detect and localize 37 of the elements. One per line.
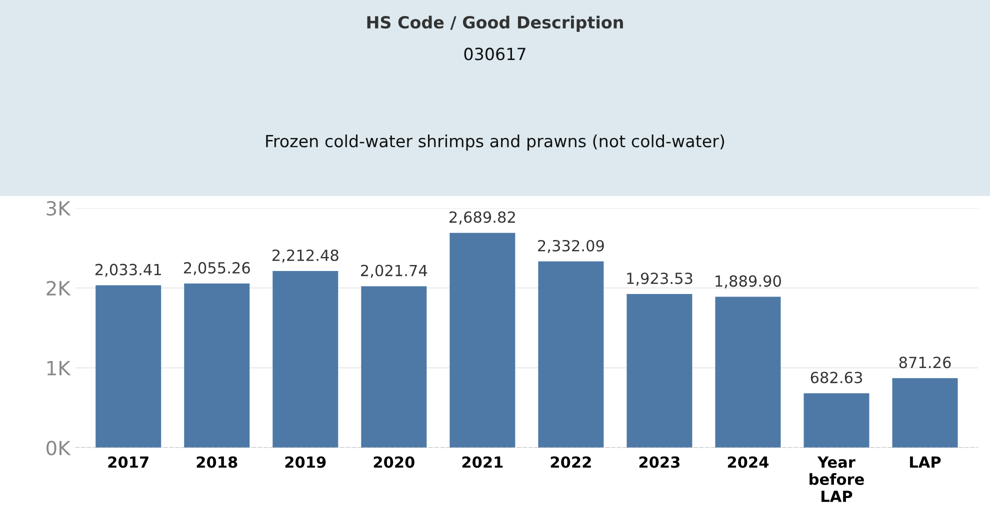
x-tick-label: LAP (910, 456, 941, 468)
data-label: 1,923.53 (627, 272, 692, 286)
bar (361, 286, 427, 448)
data-label: 2,212.48 (272, 249, 338, 263)
data-label: 682.63 (810, 372, 862, 384)
x-tick-label: 2024 (728, 456, 769, 468)
bar (96, 285, 162, 448)
bar (272, 270, 338, 448)
y-tick-label: 0K (46, 440, 71, 456)
bar (450, 232, 516, 448)
x-tick-label: 2021 (462, 456, 503, 468)
x-tick-label: 2017 (108, 456, 148, 468)
bar (184, 284, 250, 448)
y-tick-label: 3K (46, 200, 71, 216)
bar (626, 294, 692, 448)
bar (538, 261, 604, 448)
data-label: 2,055.26 (184, 262, 250, 276)
data-label: 871.26 (899, 356, 951, 368)
data-label: 2,689.82 (450, 211, 515, 224)
bar (715, 296, 781, 448)
x-tick-label: 2020 (374, 456, 414, 468)
bar (804, 393, 870, 448)
y-tick-label: 2K (46, 280, 71, 296)
x-tick-label: 2022 (550, 456, 591, 468)
data-label: 1,889.90 (716, 275, 781, 288)
data-label: 2,033.41 (95, 264, 161, 277)
data-label: 2,332.09 (538, 240, 604, 254)
y-tick-label: 1K (47, 361, 71, 376)
x-tick-label: Year before LAP (810, 456, 864, 502)
x-tick-label: 2023 (639, 456, 680, 468)
chart-title: HS Code / Good Description (367, 16, 623, 32)
x-tick-label: 2018 (196, 456, 238, 468)
data-label: 2,021.74 (361, 264, 428, 278)
x-tick-label: 2019 (285, 456, 326, 468)
bar (892, 378, 958, 448)
chart-subtitle: 030617 (464, 48, 526, 60)
text: Frozen cold-water shrimps and prawns (not cold-water) (266, 134, 724, 151)
